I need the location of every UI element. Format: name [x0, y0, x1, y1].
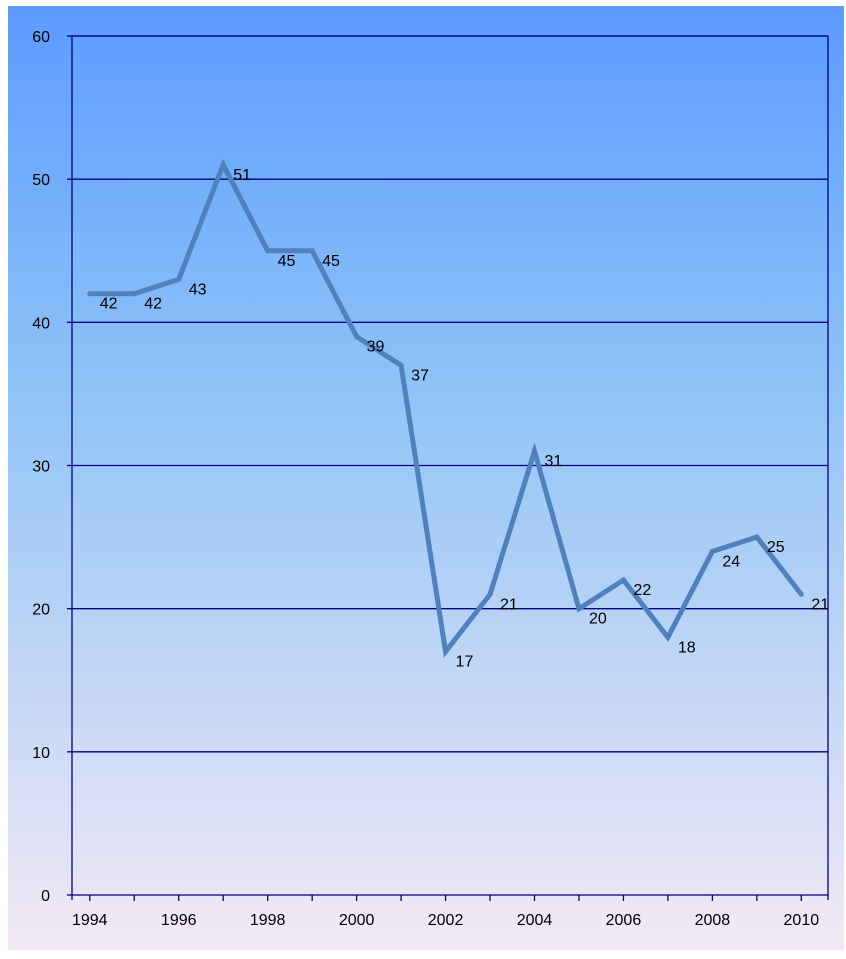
- data-label: 42: [100, 296, 118, 313]
- series-layer: [87, 158, 804, 658]
- data-label: 42: [144, 296, 162, 313]
- y-tick-label: 50: [32, 172, 50, 189]
- y-tick-label: 60: [32, 29, 50, 46]
- data-point: [576, 606, 582, 612]
- x-tick-label: 2002: [428, 912, 464, 929]
- y-tick-label: 0: [41, 888, 50, 905]
- x-tick-label: 2010: [784, 912, 820, 929]
- data-point: [265, 248, 271, 254]
- y-tick-label: 20: [32, 602, 50, 619]
- axes: [67, 35, 829, 901]
- data-label: 22: [633, 582, 651, 599]
- data-point: [398, 362, 404, 368]
- x-tick-label: 2008: [695, 912, 731, 929]
- data-label: 21: [500, 596, 518, 613]
- data-label: 18: [678, 639, 696, 656]
- data-point: [754, 534, 760, 540]
- y-tick-label: 40: [32, 315, 50, 332]
- data-label: 17: [456, 654, 474, 671]
- data-label: 20: [589, 611, 607, 628]
- x-tick-label: 2004: [517, 912, 553, 929]
- data-point: [131, 291, 137, 297]
- data-point: [709, 548, 715, 554]
- data-label: 25: [767, 539, 785, 556]
- data-label: 31: [544, 453, 562, 470]
- data-point: [354, 334, 360, 340]
- data-label: 45: [322, 253, 340, 270]
- data-point: [176, 276, 182, 282]
- data-labels: 42 42 43 51 45 45 39 37 17 21 31 20 22 18 24 25 21: [100, 167, 829, 671]
- data-label: 24: [722, 553, 740, 570]
- data-point: [620, 577, 626, 583]
- tick-labels: 0 10 20 30 40 50 60 1994 1996 1998 2000 2002 2004 200…: [32, 29, 819, 929]
- data-label: 39: [367, 339, 385, 356]
- data-point: [487, 591, 493, 597]
- y-tick-label: 30: [32, 459, 50, 476]
- data-point: [309, 248, 315, 254]
- data-point: [220, 162, 226, 168]
- data-label: 21: [811, 596, 829, 613]
- data-label: 45: [278, 253, 296, 270]
- data-point: [443, 649, 449, 655]
- x-tick-label: 2006: [606, 912, 642, 929]
- data-label: 43: [189, 281, 207, 298]
- data-point: [531, 448, 537, 454]
- data-point: [665, 634, 671, 640]
- data-point: [798, 591, 804, 597]
- data-label: 51: [233, 167, 251, 184]
- x-tick-label: 2000: [339, 912, 375, 929]
- x-tick-label: 1994: [72, 912, 108, 929]
- data-point: [87, 291, 93, 297]
- y-tick-label: 10: [32, 745, 50, 762]
- x-tick-label: 1998: [250, 912, 286, 929]
- x-tick-label: 1996: [161, 912, 197, 929]
- chart-background: [8, 6, 844, 950]
- data-label: 37: [411, 367, 429, 384]
